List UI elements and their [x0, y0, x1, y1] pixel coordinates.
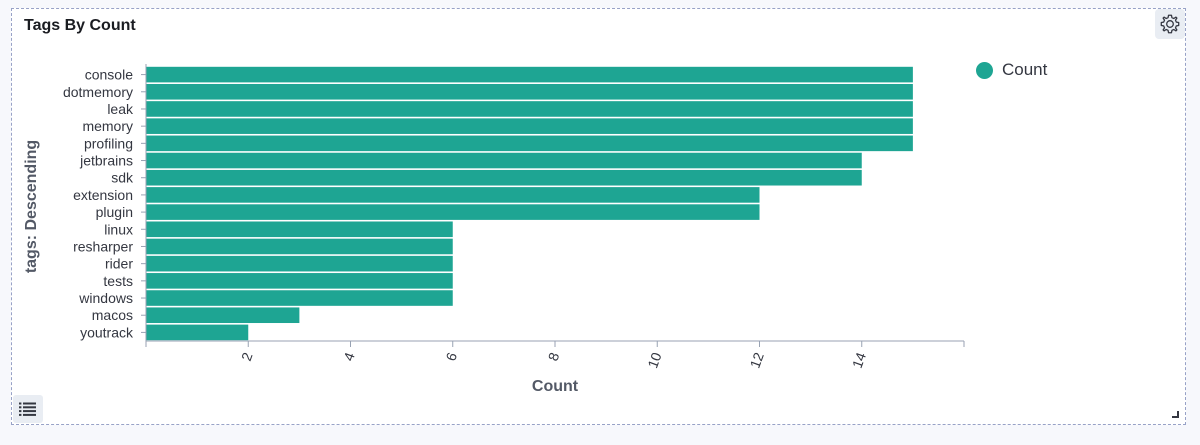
y-tick-label: memory [82, 118, 133, 134]
y-tick-label: leak [107, 101, 134, 117]
legend-item-count[interactable]: Count [976, 60, 1047, 80]
bar-jetbrains [146, 152, 862, 169]
y-axis-title: tags: Descending [23, 140, 40, 273]
x-tick-label: 6 [442, 350, 460, 363]
y-tick-label: jetbrains [79, 153, 133, 169]
bar-tests [146, 273, 453, 289]
x-tick-label: 12 [747, 350, 767, 370]
bar-resharper [146, 238, 453, 255]
y-tick-label: tests [103, 273, 133, 289]
x-tick-label: 2 [238, 350, 256, 363]
bar-dotmemory [146, 83, 913, 100]
legend-toggle-button[interactable] [13, 395, 43, 423]
y-tick-label: resharper [73, 238, 133, 254]
y-tick-label: extension [73, 187, 133, 203]
bar-rider [146, 255, 453, 272]
bar-leak [146, 101, 913, 117]
y-tick-label: rider [105, 256, 133, 272]
x-tick-label: 4 [340, 350, 358, 363]
y-tick-label: macos [92, 307, 133, 323]
bar-sdk [146, 169, 862, 186]
bar-profiling [146, 135, 913, 152]
panel-title: Tags By Count [24, 17, 136, 34]
panel-settings-button[interactable] [1155, 9, 1185, 39]
gear-icon [1160, 14, 1180, 34]
bar-linux [146, 221, 453, 238]
y-tick-label: youtrack [80, 324, 134, 340]
y-tick-label: dotmemory [63, 84, 133, 100]
bar-console [146, 66, 913, 83]
bar-extension [146, 187, 760, 203]
x-tick-label: 8 [545, 350, 563, 363]
bar-macos [146, 307, 300, 324]
x-tick-label: 14 [849, 350, 869, 370]
y-tick-label: linux [104, 221, 133, 237]
list-icon [19, 402, 36, 416]
legend-label: Count [1002, 60, 1048, 79]
x-tick-label: 10 [644, 350, 664, 370]
y-tick-label: console [85, 67, 133, 83]
x-axis-title: Count [532, 378, 579, 395]
bar-youtrack [146, 324, 249, 341]
bar-memory [146, 118, 913, 134]
y-tick-label: windows [78, 290, 133, 306]
legend-swatch [976, 61, 993, 79]
bar-plugin [146, 204, 760, 220]
bar-windows [146, 290, 453, 306]
resize-handle-icon[interactable] [1172, 411, 1179, 418]
y-tick-label: sdk [111, 170, 134, 186]
y-tick-label: profiling [84, 135, 133, 151]
y-tick-label: plugin [96, 204, 133, 220]
